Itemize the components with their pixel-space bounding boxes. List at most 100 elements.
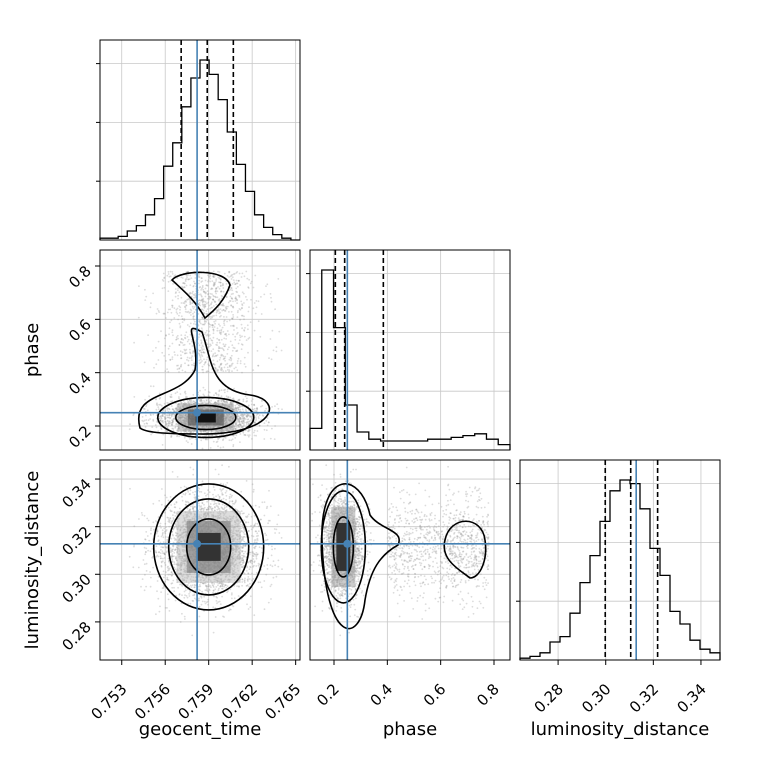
- sample-point: [152, 413, 155, 416]
- sample-point: [260, 405, 262, 408]
- sample-point: [237, 294, 240, 297]
- sample-point: [210, 287, 213, 290]
- sample-point: [184, 352, 186, 355]
- sample-point: [239, 414, 242, 416]
- sample-point: [223, 508, 225, 511]
- sample-point: [168, 416, 171, 419]
- sample-point: [202, 299, 204, 301]
- sample-point: [248, 553, 251, 556]
- sample-point: [162, 415, 164, 417]
- sample-point: [231, 349, 234, 352]
- sample-point: [152, 385, 155, 388]
- sample-point: [150, 302, 152, 304]
- sample-point: [175, 408, 178, 410]
- sample-point: [198, 327, 200, 330]
- sample-point: [180, 583, 183, 586]
- sample-point: [160, 416, 163, 419]
- sample-point: [177, 294, 180, 297]
- sample-point: [194, 308, 197, 311]
- sample-point: [219, 308, 222, 310]
- sample-point: [157, 430, 160, 432]
- sample-point: [174, 548, 177, 551]
- sample-point: [169, 396, 172, 399]
- sample-point: [191, 340, 193, 343]
- sample-point: [257, 364, 259, 367]
- sample-point: [241, 414, 244, 416]
- sample-point: [211, 509, 214, 512]
- sample-point: [233, 272, 236, 275]
- sample-point: [238, 272, 241, 275]
- sample-point: [253, 403, 256, 406]
- sample-point: [223, 320, 225, 323]
- sample-point: [218, 281, 220, 284]
- sample-point: [205, 438, 207, 441]
- sample-point: [215, 367, 217, 370]
- sample-point: [238, 586, 240, 588]
- sample-point: [209, 447, 212, 449]
- sample-point: [143, 361, 146, 364]
- sample-point: [203, 290, 205, 293]
- sample-point: [176, 364, 178, 367]
- sample-point: [201, 368, 204, 371]
- sample-point: [218, 497, 221, 500]
- sample-point: [176, 289, 179, 292]
- sample-point: [179, 306, 182, 309]
- sample-point: [214, 320, 217, 322]
- sample-point: [185, 395, 187, 398]
- sample-point: [244, 327, 246, 329]
- sample-point: [238, 280, 240, 282]
- sample-point: [200, 399, 203, 402]
- sample-point: [246, 415, 249, 418]
- sample-point: [236, 282, 239, 285]
- sample-point: [221, 326, 224, 329]
- sample-point: [184, 300, 187, 302]
- sample-point: [258, 563, 261, 566]
- sample-point: [164, 417, 167, 419]
- sample-point: [184, 308, 187, 310]
- sample-point: [162, 272, 165, 275]
- sample-point: [198, 282, 200, 285]
- sample-point: [223, 345, 226, 348]
- sample-point: [234, 296, 237, 298]
- sample-point: [277, 278, 280, 280]
- sample-point: [257, 417, 260, 420]
- sample-point: [242, 416, 244, 419]
- sample-point: [247, 430, 250, 433]
- sample-point: [214, 352, 217, 355]
- sample-point: [229, 356, 232, 359]
- sample-point: [253, 429, 256, 432]
- sample-point: [183, 300, 186, 303]
- sample-point: [219, 368, 222, 371]
- sample-point: [214, 468, 217, 471]
- sample-point: [238, 421, 241, 424]
- sample-point: [217, 270, 219, 273]
- sample-point: [237, 403, 240, 406]
- sample-point: [170, 423, 173, 426]
- sample-point: [145, 405, 148, 408]
- sample-point: [232, 305, 234, 308]
- sample-point: [211, 342, 214, 344]
- sample-point: [211, 507, 214, 510]
- sample-point: [165, 423, 168, 426]
- sample-point: [209, 277, 212, 280]
- sample-point: [175, 558, 178, 560]
- sample-point: [225, 400, 228, 402]
- sample-point: [274, 425, 276, 427]
- sample-point: [237, 342, 240, 345]
- sample-point: [181, 285, 183, 288]
- sample-point: [246, 416, 248, 418]
- sample-point: [231, 283, 234, 285]
- sample-point: [143, 423, 146, 425]
- sample-point: [208, 505, 210, 508]
- sample-point: [180, 365, 182, 367]
- sample-point: [159, 419, 162, 422]
- sample-point: [255, 410, 258, 412]
- sample-point: [243, 417, 246, 420]
- sample-point: [179, 350, 182, 353]
- sample-point: [170, 504, 173, 506]
- sample-point: [157, 309, 160, 312]
- sample-point: [198, 274, 200, 276]
- sample-point: [198, 588, 200, 591]
- sample-point: [218, 277, 221, 280]
- sample-point: [245, 521, 247, 523]
